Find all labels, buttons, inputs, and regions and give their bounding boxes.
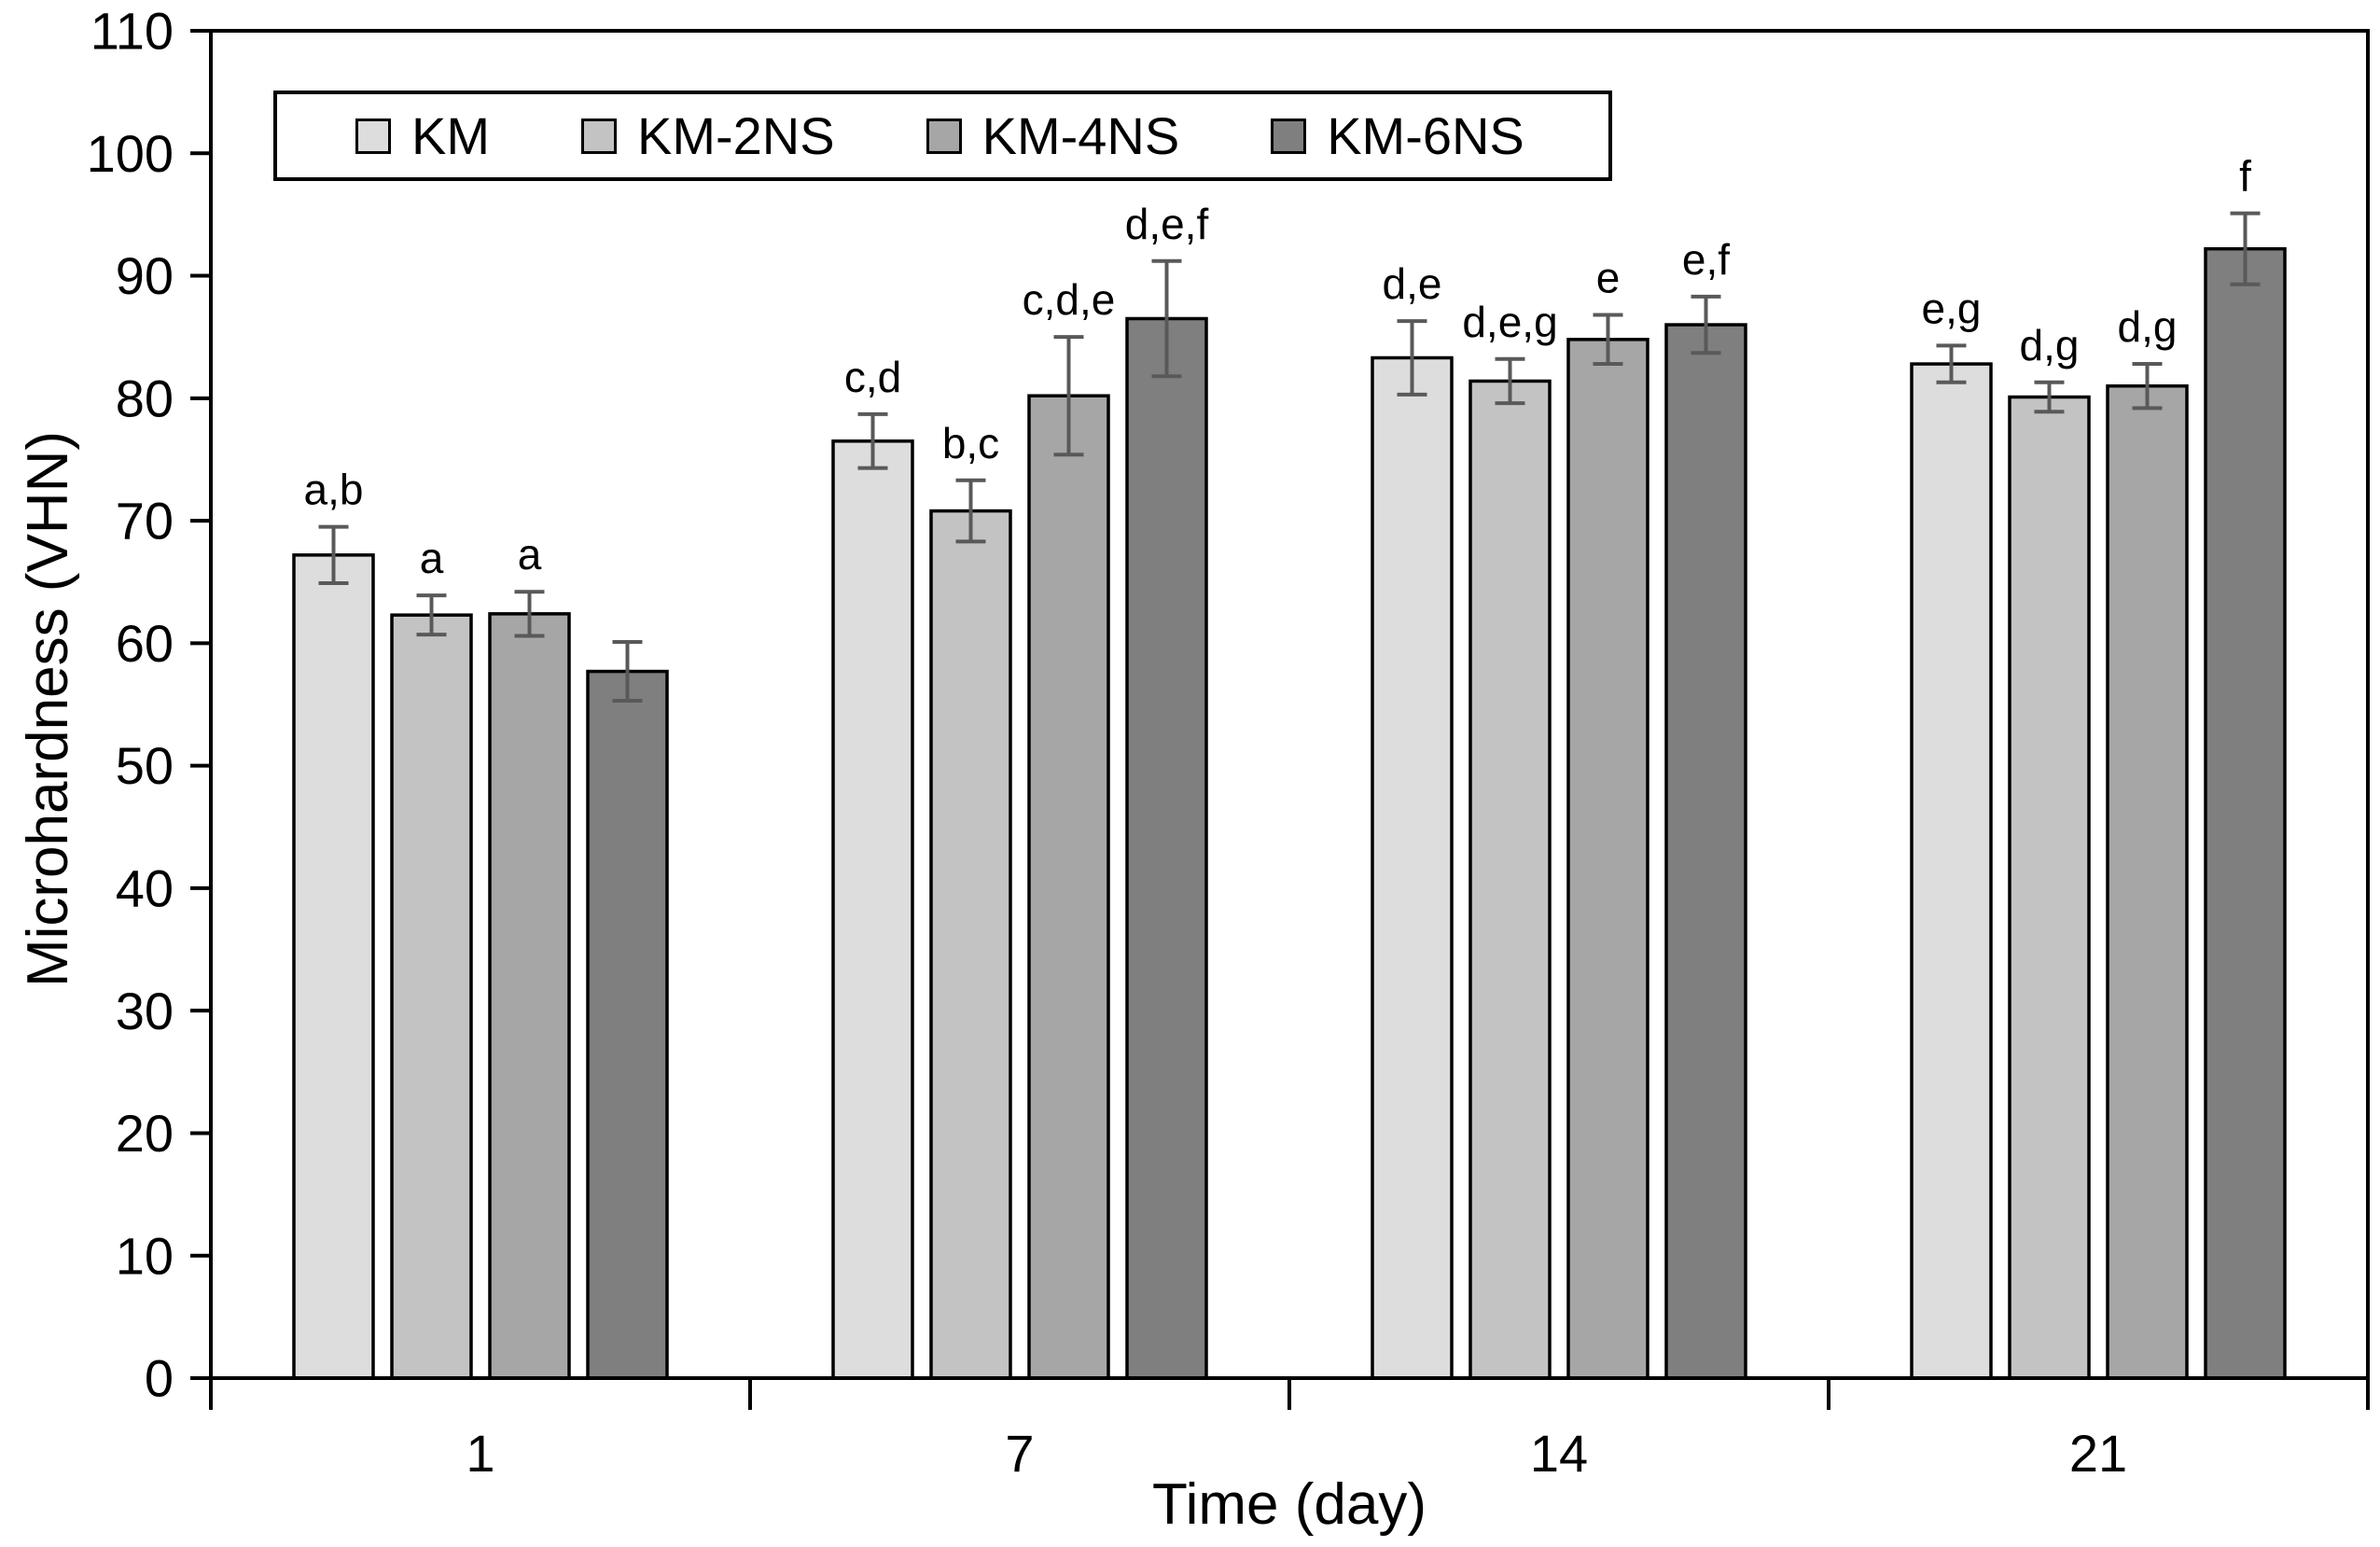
svg-text:0: 0 <box>145 1349 174 1408</box>
svg-text:a,b: a,b <box>304 466 364 514</box>
svg-text:110: 110 <box>90 2 174 61</box>
svg-text:1: 1 <box>466 1424 494 1483</box>
legend-swatch-km-icon <box>355 118 391 154</box>
svg-text:f: f <box>2239 152 2251 201</box>
legend-label-km-6ns: KM-6NS <box>1327 105 1524 165</box>
svg-text:d,e,f: d,e,f <box>1125 200 1209 248</box>
svg-text:d,e: d,e <box>1383 259 1442 308</box>
legend-item-km: KM <box>355 105 490 165</box>
svg-text:e,f: e,f <box>1682 235 1730 284</box>
svg-text:d,g: d,g <box>2020 321 2080 369</box>
svg-text:50: 50 <box>116 736 174 795</box>
svg-text:e,g: e,g <box>1922 284 1982 332</box>
svg-text:d,e,g: d,e,g <box>1462 298 1557 346</box>
legend-swatch-km-4ns-icon <box>926 118 962 154</box>
svg-text:14: 14 <box>1530 1424 1588 1483</box>
legend-swatch-km-6ns-icon <box>1271 118 1307 154</box>
svg-text:90: 90 <box>116 246 174 305</box>
svg-text:d,g: d,g <box>2118 302 2178 351</box>
legend-label-km-2ns: KM-2NS <box>637 105 835 165</box>
svg-text:a: a <box>420 534 444 582</box>
legend-item-km-2ns: KM-2NS <box>581 105 835 165</box>
chart-legend: KM KM-2NS KM-4NS KM-6NS <box>273 91 1612 181</box>
legend-item-km-6ns: KM-6NS <box>1271 105 1524 165</box>
svg-text:c,d: c,d <box>844 353 901 401</box>
svg-text:70: 70 <box>116 492 174 551</box>
svg-text:b,c: b,c <box>942 419 999 467</box>
svg-text:60: 60 <box>116 614 174 673</box>
svg-text:10: 10 <box>116 1226 174 1285</box>
svg-text:100: 100 <box>87 124 174 183</box>
legend-label-km: KM <box>411 105 490 165</box>
svg-text:a: a <box>518 530 542 578</box>
svg-text:7: 7 <box>1005 1424 1034 1483</box>
svg-text:21: 21 <box>2069 1424 2127 1483</box>
legend-item-km-4ns: KM-4NS <box>926 105 1180 165</box>
legend-swatch-km-2ns-icon <box>581 118 617 154</box>
svg-text:30: 30 <box>116 982 174 1040</box>
svg-text:c,d,e: c,d,e <box>1023 275 1116 324</box>
y-axis-title: Microhardness (VHN) <box>16 430 80 988</box>
svg-text:e: e <box>1596 254 1621 302</box>
svg-text:20: 20 <box>116 1104 174 1163</box>
legend-label-km-4ns: KM-4NS <box>981 105 1180 165</box>
x-axis-title: Time (day) <box>1152 1472 1427 1537</box>
svg-text:80: 80 <box>116 369 174 427</box>
svg-text:40: 40 <box>116 859 174 918</box>
